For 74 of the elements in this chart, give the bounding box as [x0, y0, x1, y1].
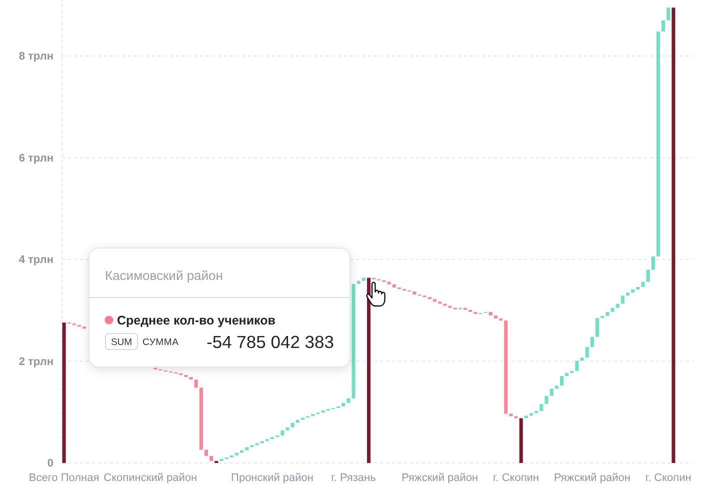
bar — [590, 336, 594, 347]
bar — [432, 299, 437, 302]
bar — [544, 396, 548, 404]
bar — [346, 398, 350, 403]
x-tick-label: г. Скопин — [493, 472, 540, 484]
bar — [620, 296, 624, 304]
bar — [616, 304, 620, 308]
annotation: -54 785 042 383 — [206, 332, 334, 352]
annotation: Среднее кол-во учеников — [117, 314, 276, 328]
y-tick-label: 6 трлн — [18, 152, 54, 164]
x-tick-label: Пронский район — [231, 472, 314, 484]
bar — [540, 404, 544, 412]
bar — [519, 418, 523, 463]
bar — [210, 456, 214, 461]
bar — [580, 358, 584, 361]
annotation: СУММА — [142, 337, 180, 348]
bar — [290, 422, 294, 428]
bar — [524, 416, 528, 418]
bar — [189, 377, 193, 380]
bar — [606, 312, 610, 316]
bar — [194, 380, 198, 388]
x-tick-label: Ряжский район — [554, 472, 630, 484]
bar — [509, 414, 513, 416]
bar — [560, 376, 564, 386]
bar — [529, 413, 534, 416]
bar — [362, 278, 366, 281]
bar — [662, 20, 666, 32]
bar — [656, 32, 660, 256]
y-tick-label: 8 трлн — [18, 50, 54, 62]
bar — [488, 312, 492, 316]
bar — [296, 420, 300, 423]
annotation: Касимовский район — [105, 268, 223, 283]
bar — [636, 286, 640, 290]
x-tick-label: Скопинский район — [104, 472, 198, 484]
bar — [575, 360, 579, 371]
y-tick-label: 2 трлн — [18, 356, 54, 368]
bar — [245, 447, 249, 450]
bar — [610, 308, 614, 312]
bar — [342, 402, 346, 407]
y-tick-label: 4 трлн — [18, 254, 54, 266]
bar — [550, 388, 554, 396]
x-tick-label: Всего Полная — [28, 472, 100, 484]
bar — [356, 280, 360, 284]
bar — [62, 322, 66, 463]
bar — [646, 270, 650, 282]
bar — [286, 427, 290, 430]
y-tick-label: 0 — [47, 458, 54, 470]
x-tick-label: г. Скопин — [645, 472, 692, 484]
bar — [199, 388, 203, 450]
bar — [412, 292, 416, 295]
bar — [585, 346, 589, 358]
bar — [240, 450, 244, 453]
bar — [554, 386, 558, 389]
bar — [631, 290, 635, 293]
bar — [387, 282, 391, 284]
bar — [494, 315, 498, 319]
bar — [666, 8, 670, 20]
x-tick-label: Ряжский район — [402, 472, 478, 484]
bar — [280, 430, 284, 436]
bar — [234, 452, 238, 456]
bar — [626, 292, 630, 296]
annotation: SUM — [110, 337, 132, 348]
bar — [392, 284, 396, 288]
bar — [596, 318, 600, 337]
bar — [366, 278, 371, 463]
bar — [565, 372, 569, 376]
bar — [651, 256, 655, 270]
bar — [672, 8, 676, 463]
bar — [641, 282, 645, 287]
x-tick-label: г. Рязань — [331, 472, 376, 484]
bar — [204, 450, 208, 456]
bar — [504, 320, 508, 414]
bar — [184, 374, 188, 378]
bar — [352, 284, 356, 398]
